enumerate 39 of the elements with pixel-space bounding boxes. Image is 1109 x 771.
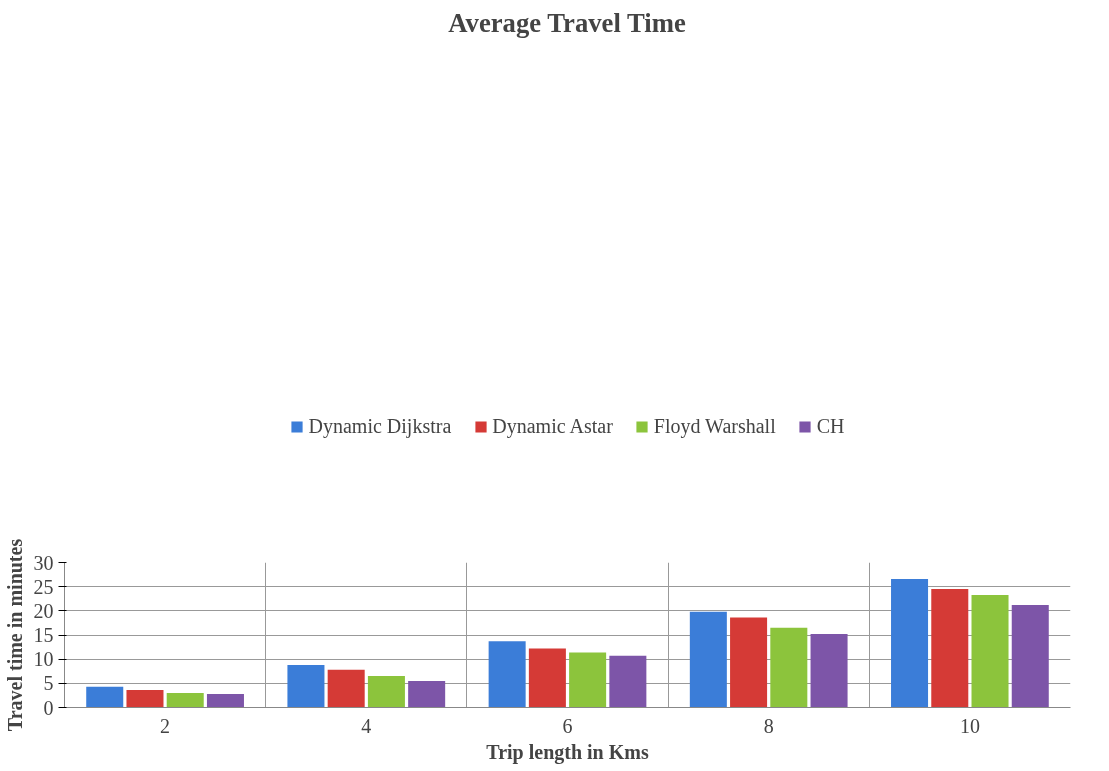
- legend-label: Dynamic Dijkstra: [308, 414, 452, 438]
- bar: [569, 652, 607, 708]
- x-tick-label: 6: [562, 714, 573, 737]
- legend-label: Dynamic Astar: [492, 414, 613, 438]
- x-tick-label: 2: [160, 714, 171, 737]
- y-tick-label: 15: [33, 624, 54, 646]
- y-tick-label: 25: [33, 575, 54, 598]
- bar: [327, 669, 365, 708]
- chart-title: Average Travel Time: [448, 7, 686, 38]
- bar: [86, 686, 124, 708]
- x-tick-label: 10: [959, 714, 980, 737]
- y-tick-label: 0: [43, 696, 54, 719]
- bar: [770, 627, 808, 708]
- y-tick-label: 5: [43, 672, 54, 695]
- bar: [810, 634, 848, 708]
- y-tick-label: 20: [33, 599, 54, 622]
- bar: [408, 680, 446, 708]
- legend-label: CH: [816, 414, 845, 438]
- bar: [528, 648, 566, 708]
- bar: [488, 641, 526, 708]
- bar: [126, 690, 164, 708]
- bar: [609, 655, 647, 708]
- bar: [166, 693, 204, 708]
- bar: [891, 578, 929, 708]
- bar: [287, 664, 325, 708]
- y-axis-title: Travel time in minutes: [3, 538, 26, 732]
- bar: [367, 676, 405, 708]
- bar: [931, 589, 969, 708]
- y-tick-label: 10: [33, 648, 54, 671]
- bar: [206, 693, 244, 708]
- bar: [971, 594, 1009, 708]
- bar: [730, 617, 768, 708]
- bar: [1011, 605, 1049, 708]
- bar: [689, 611, 727, 708]
- legend-label: Floyd Warshall: [653, 414, 776, 438]
- x-axis-title: Trip length in Kms: [486, 740, 649, 764]
- x-tick-label: 4: [361, 714, 372, 737]
- y-tick-label: 30: [33, 551, 54, 574]
- x-tick-label: 8: [763, 714, 774, 737]
